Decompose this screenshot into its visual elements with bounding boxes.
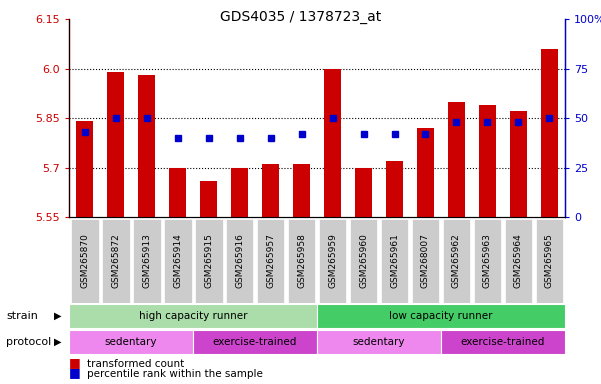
Text: ▶: ▶ xyxy=(54,311,61,321)
Text: strain: strain xyxy=(6,311,38,321)
Text: GSM268007: GSM268007 xyxy=(421,233,430,288)
Bar xyxy=(448,102,465,217)
Text: exercise-trained: exercise-trained xyxy=(461,336,545,347)
FancyBboxPatch shape xyxy=(442,219,471,303)
FancyBboxPatch shape xyxy=(195,219,222,303)
Text: low capacity runner: low capacity runner xyxy=(389,311,493,321)
Text: ▶: ▶ xyxy=(54,336,61,347)
Text: GSM265916: GSM265916 xyxy=(235,233,244,288)
Bar xyxy=(262,164,279,217)
FancyBboxPatch shape xyxy=(380,219,409,303)
Text: GSM265915: GSM265915 xyxy=(204,233,213,288)
Bar xyxy=(138,75,155,217)
FancyBboxPatch shape xyxy=(319,219,346,303)
FancyBboxPatch shape xyxy=(102,219,130,303)
FancyBboxPatch shape xyxy=(474,219,501,303)
Bar xyxy=(107,72,124,217)
Text: percentile rank within the sample: percentile rank within the sample xyxy=(87,369,263,379)
Text: GDS4035 / 1378723_at: GDS4035 / 1378723_at xyxy=(220,10,381,23)
FancyBboxPatch shape xyxy=(504,219,532,303)
FancyBboxPatch shape xyxy=(69,304,317,328)
FancyBboxPatch shape xyxy=(193,329,317,354)
Text: GSM265913: GSM265913 xyxy=(142,233,151,288)
FancyBboxPatch shape xyxy=(317,329,441,354)
Bar xyxy=(479,105,496,217)
Text: GSM265965: GSM265965 xyxy=(545,233,554,288)
Bar xyxy=(76,121,93,217)
Bar xyxy=(169,167,186,217)
FancyBboxPatch shape xyxy=(317,304,565,328)
Text: exercise-trained: exercise-trained xyxy=(213,336,297,347)
FancyBboxPatch shape xyxy=(350,219,377,303)
FancyBboxPatch shape xyxy=(535,219,563,303)
Bar xyxy=(510,111,527,217)
Bar xyxy=(417,128,434,217)
FancyBboxPatch shape xyxy=(163,219,192,303)
Text: GSM265958: GSM265958 xyxy=(297,233,306,288)
Text: high capacity runner: high capacity runner xyxy=(139,311,248,321)
Text: GSM265870: GSM265870 xyxy=(80,233,89,288)
FancyBboxPatch shape xyxy=(225,219,254,303)
FancyBboxPatch shape xyxy=(412,219,439,303)
Text: GSM265963: GSM265963 xyxy=(483,233,492,288)
Text: GSM265961: GSM265961 xyxy=(390,233,399,288)
Bar xyxy=(386,161,403,217)
Text: GSM265964: GSM265964 xyxy=(514,233,523,288)
Text: sedentary: sedentary xyxy=(105,336,157,347)
FancyBboxPatch shape xyxy=(69,329,193,354)
FancyBboxPatch shape xyxy=(288,219,316,303)
Bar xyxy=(541,49,558,217)
Bar xyxy=(200,181,217,217)
FancyBboxPatch shape xyxy=(257,219,284,303)
Text: ■: ■ xyxy=(69,356,81,369)
Text: GSM265962: GSM265962 xyxy=(452,233,461,288)
FancyBboxPatch shape xyxy=(133,219,160,303)
Text: ■: ■ xyxy=(69,366,81,379)
Text: GSM265872: GSM265872 xyxy=(111,233,120,288)
FancyBboxPatch shape xyxy=(71,219,99,303)
Bar xyxy=(293,164,310,217)
FancyBboxPatch shape xyxy=(441,329,565,354)
Text: GSM265959: GSM265959 xyxy=(328,233,337,288)
Bar xyxy=(324,69,341,217)
Text: protocol: protocol xyxy=(6,336,51,347)
Text: GSM265957: GSM265957 xyxy=(266,233,275,288)
Text: GSM265914: GSM265914 xyxy=(173,233,182,288)
Text: transformed count: transformed count xyxy=(87,359,185,369)
Bar xyxy=(355,167,372,217)
Text: sedentary: sedentary xyxy=(353,336,405,347)
Bar xyxy=(231,167,248,217)
Text: GSM265960: GSM265960 xyxy=(359,233,368,288)
